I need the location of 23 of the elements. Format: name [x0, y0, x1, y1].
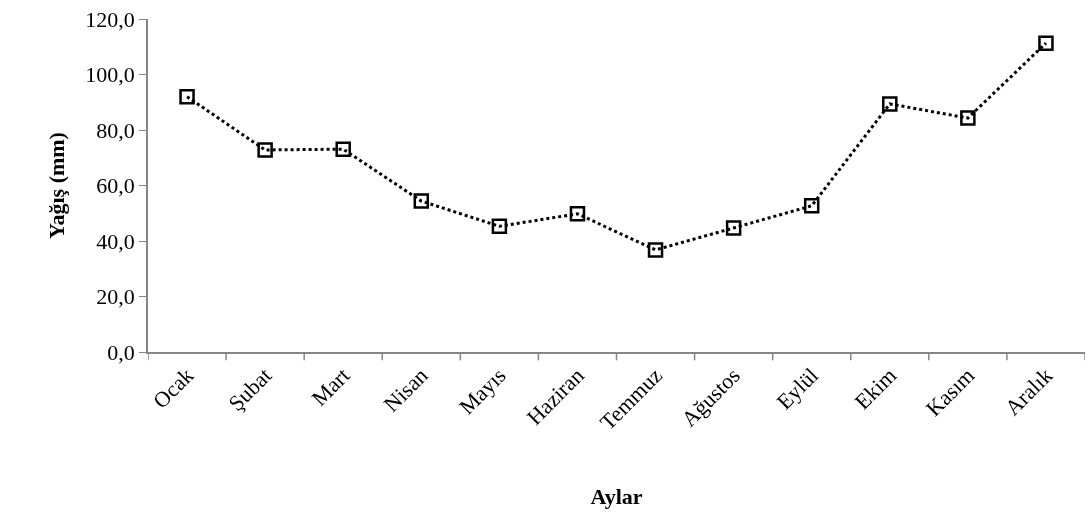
y-tick-label: 40,0 [96, 228, 135, 254]
point [960, 110, 976, 126]
point [882, 96, 898, 112]
y-tick-label: 20,0 [96, 284, 135, 310]
point [491, 218, 508, 235]
point [179, 88, 195, 105]
point [257, 142, 273, 158]
point [725, 220, 742, 236]
point [803, 198, 820, 214]
x-tick-label: Ocak [147, 362, 199, 414]
x-axis-title: Aylar [590, 484, 643, 510]
y-tick-label: 0,0 [107, 339, 135, 365]
point [413, 193, 430, 209]
point [647, 242, 664, 258]
x-tick-label: Mart [306, 362, 355, 411]
y-tick-label: 100,0 [85, 62, 135, 88]
point [569, 206, 586, 222]
point [1038, 35, 1054, 51]
y-axis-title: Yağış (mm) [43, 132, 69, 239]
y-tick-label: 60,0 [96, 173, 135, 199]
y-tick-label: 120,0 [85, 6, 135, 32]
point [335, 141, 351, 157]
y-tick-label: 80,0 [96, 117, 135, 143]
